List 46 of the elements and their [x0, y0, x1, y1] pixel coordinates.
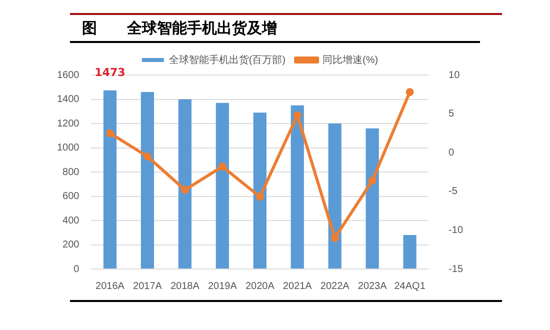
- point: [180, 186, 189, 194]
- x-tick-label: 24AQ1: [394, 280, 426, 292]
- point: [368, 176, 376, 185]
- y-tick-label: 600: [62, 191, 80, 202]
- point: [330, 234, 339, 242]
- y-tick-label: 400: [62, 215, 80, 226]
- y-tick-label: 1000: [56, 142, 80, 154]
- bar: [366, 128, 379, 268]
- point: [106, 129, 114, 138]
- y2-tick-label: -15: [448, 264, 464, 275]
- x-tick-label: 2019A: [208, 280, 238, 292]
- bar: [328, 124, 342, 268]
- bar: [103, 90, 117, 268]
- data-label: 1473: [94, 66, 126, 79]
- y-tick-label: 1400: [56, 94, 80, 105]
- point: [293, 111, 302, 120]
- y2-tick-label: 10: [448, 70, 460, 81]
- x-tick-label: 2023A: [358, 280, 388, 292]
- chart-title: 图 全球智能手机出货及增: [82, 19, 277, 38]
- bar: [140, 92, 154, 268]
- x-tick-label: 2018A: [170, 280, 200, 292]
- y2-tick-label: -10: [448, 224, 464, 236]
- point: [218, 162, 226, 171]
- x-tick-label: 2021A: [282, 280, 312, 292]
- bar: [216, 102, 229, 268]
- y2-tick-label: -5: [448, 186, 458, 198]
- point: [143, 152, 152, 160]
- x-tick-label: 2020A: [245, 280, 275, 292]
- legend-label: 全球智能手机出货(百万部): [168, 54, 286, 66]
- y2-tick-label: 0: [448, 147, 455, 158]
- bar: [403, 235, 416, 268]
- y-tick-label: 1600: [56, 70, 80, 81]
- point: [406, 88, 414, 96]
- point: [256, 192, 264, 201]
- y-tick-label: 0: [74, 264, 80, 275]
- x-tick-label: 2017A: [133, 280, 162, 292]
- x-tick-label: 2016A: [96, 280, 125, 292]
- y-tick-label: 200: [62, 240, 80, 250]
- bar: [178, 99, 192, 268]
- bar: [253, 112, 266, 268]
- x-tick-label: 2022A: [320, 280, 350, 292]
- y-tick-label: 1200: [56, 118, 80, 130]
- bar: [290, 105, 304, 268]
- y-tick-label: 800: [62, 166, 80, 178]
- y2-tick-label: 5: [448, 108, 455, 120]
- legend-label: 同比增速(%): [322, 54, 378, 66]
